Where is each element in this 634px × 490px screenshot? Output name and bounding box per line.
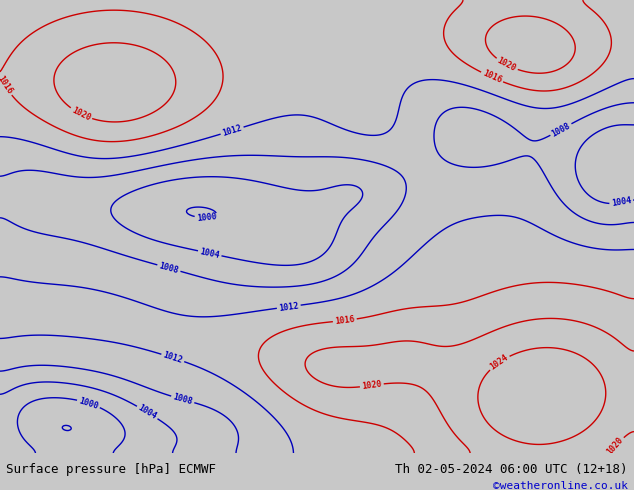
Text: 1020: 1020 <box>361 380 382 391</box>
Text: 1000: 1000 <box>78 396 100 411</box>
Text: 1000: 1000 <box>196 212 217 223</box>
Text: 1024: 1024 <box>488 353 510 372</box>
Text: 1004: 1004 <box>199 247 221 260</box>
Text: 1016: 1016 <box>0 74 14 96</box>
Text: Surface pressure [hPa] ECMWF: Surface pressure [hPa] ECMWF <box>6 463 216 476</box>
Text: 1016: 1016 <box>334 315 355 326</box>
Text: 1012: 1012 <box>162 350 184 365</box>
Text: 1012: 1012 <box>278 301 299 313</box>
Text: 1008: 1008 <box>550 121 572 138</box>
Text: ©weatheronline.co.uk: ©weatheronline.co.uk <box>493 481 628 490</box>
Text: 1004: 1004 <box>136 403 158 421</box>
Text: 1020: 1020 <box>70 105 92 122</box>
Text: 1004: 1004 <box>611 196 632 208</box>
Text: 1016: 1016 <box>481 69 503 85</box>
Text: 1020: 1020 <box>605 435 625 456</box>
Text: 1020: 1020 <box>496 56 518 74</box>
Text: 1008: 1008 <box>158 261 180 275</box>
Text: Th 02-05-2024 06:00 UTC (12+18): Th 02-05-2024 06:00 UTC (12+18) <box>395 463 628 476</box>
Text: 1008: 1008 <box>172 392 193 407</box>
Text: 1012: 1012 <box>221 123 243 138</box>
